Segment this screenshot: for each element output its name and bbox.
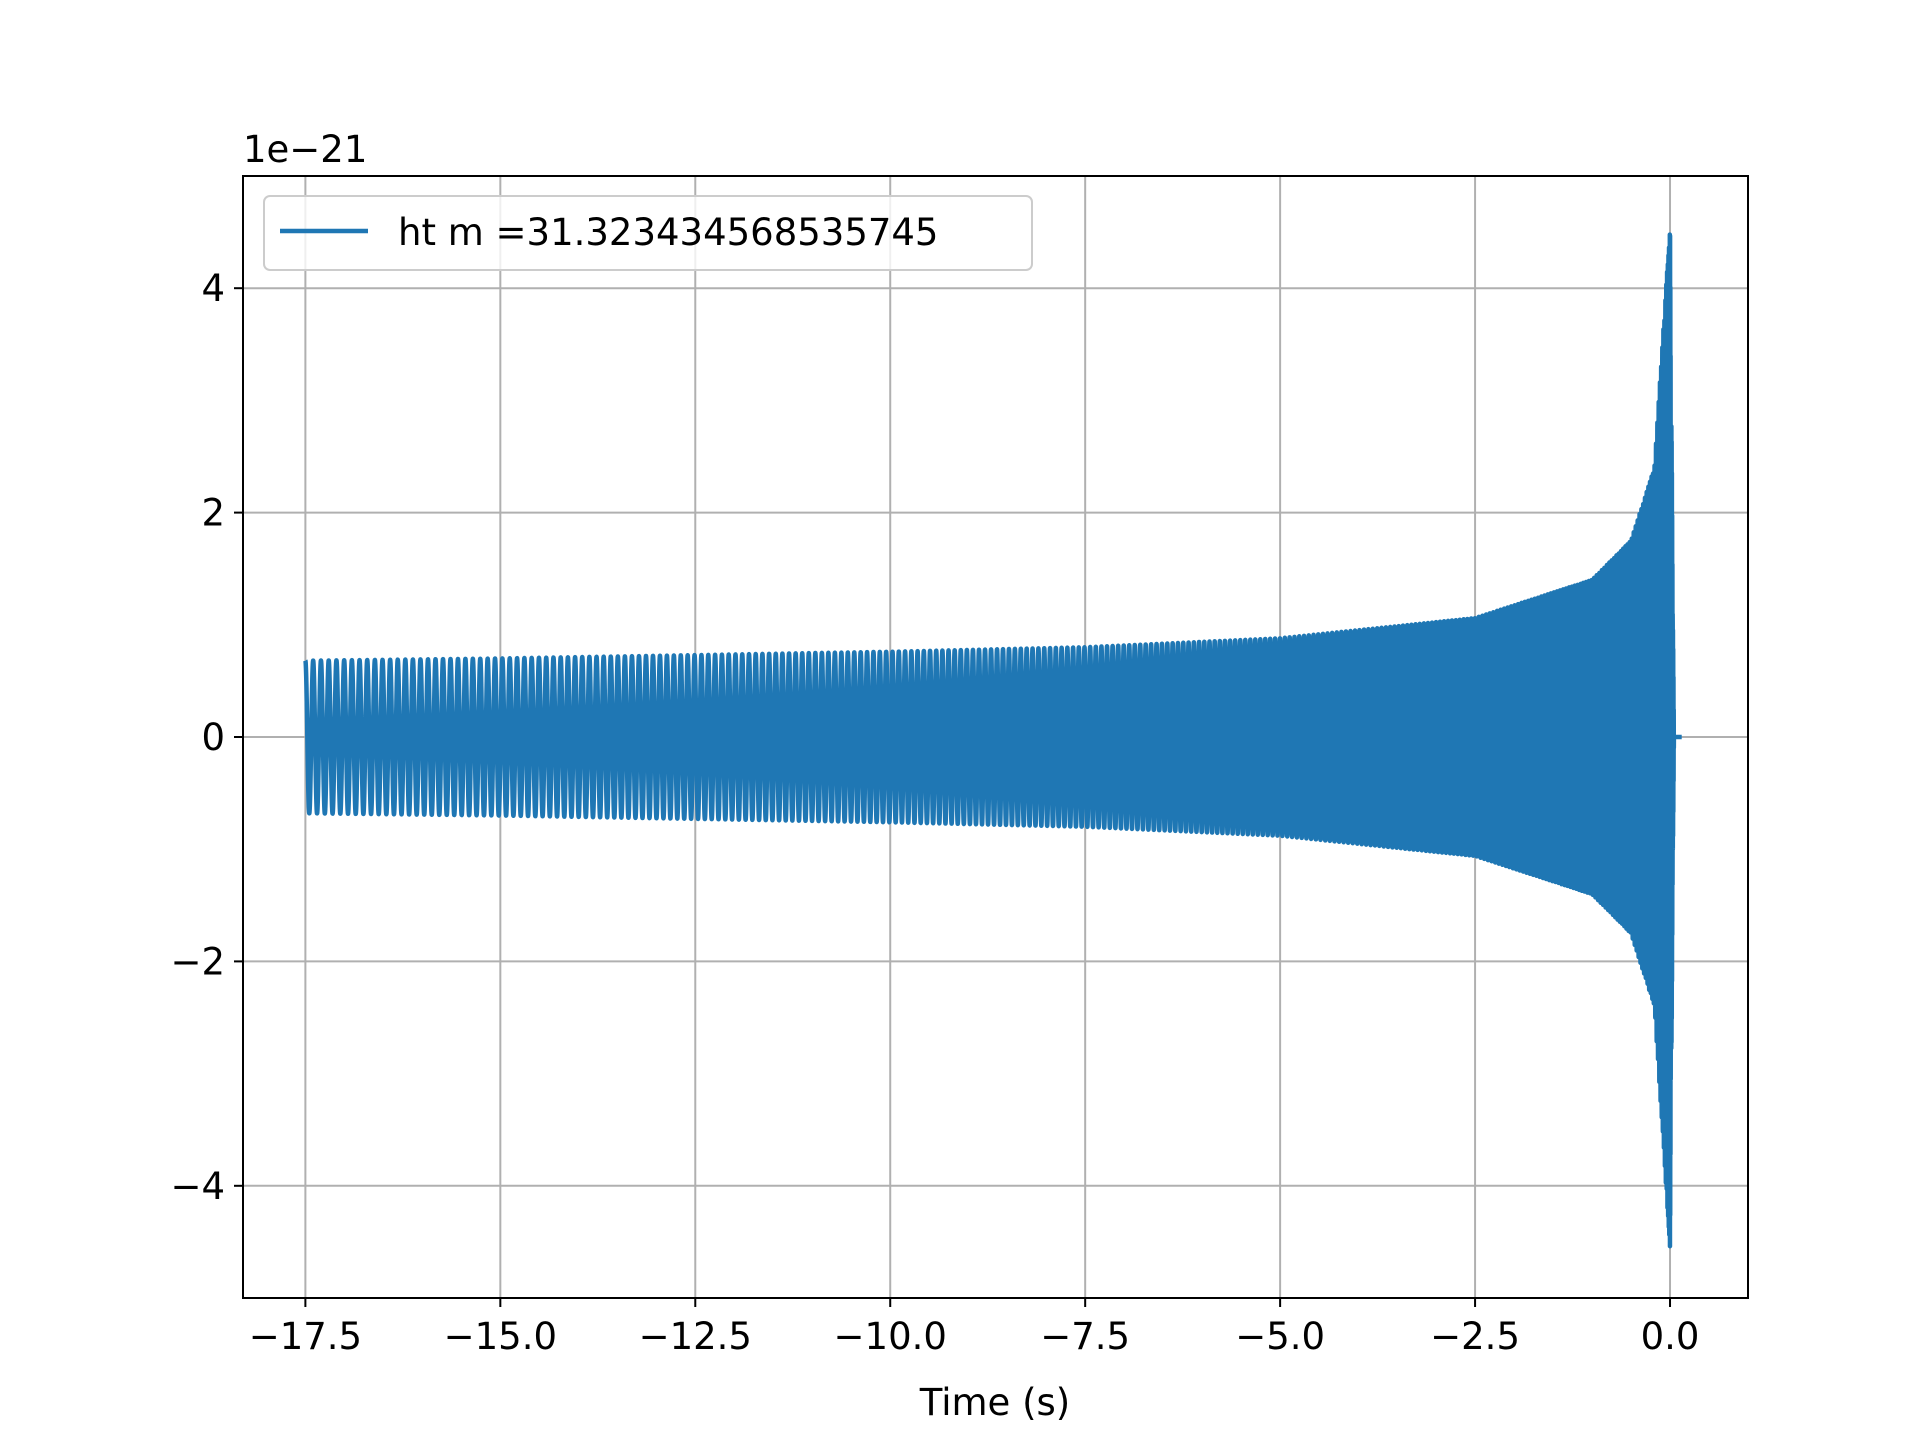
ticks: −17.5 −15.0 −12.5 −10.0 −7.5 −5.0 −2.5 0.0 −4 −2 0… [170, 267, 1699, 1358]
x-tick-label: −7.5 [1040, 1315, 1130, 1358]
x-axis-label: Time (s) [919, 1381, 1070, 1424]
x-tick-label: −5.0 [1235, 1315, 1325, 1358]
x-tick-label: −10.0 [834, 1315, 947, 1358]
x-tick-label: −17.5 [249, 1315, 362, 1358]
y-tick-label: −4 [170, 1165, 225, 1208]
x-tick-label: −12.5 [639, 1315, 752, 1358]
y-tick-label: 0 [201, 716, 225, 759]
legend: ht m =31.323434568535745 [263, 195, 1033, 271]
y-tick-label: 2 [201, 492, 225, 535]
legend-label: ht m =31.323434568535745 [398, 211, 938, 254]
y-tick-label: 4 [201, 267, 225, 310]
y-tick-label: −2 [170, 940, 225, 983]
series-layer [303, 232, 1684, 1249]
x-tick-label: −2.5 [1430, 1315, 1520, 1358]
x-tick-label: −15.0 [444, 1315, 557, 1358]
series-line-ht [303, 232, 1684, 1249]
y-offset-label: 1e−21 [243, 128, 367, 171]
legend-box [263, 195, 1033, 271]
x-tick-label: 0.0 [1641, 1315, 1700, 1358]
